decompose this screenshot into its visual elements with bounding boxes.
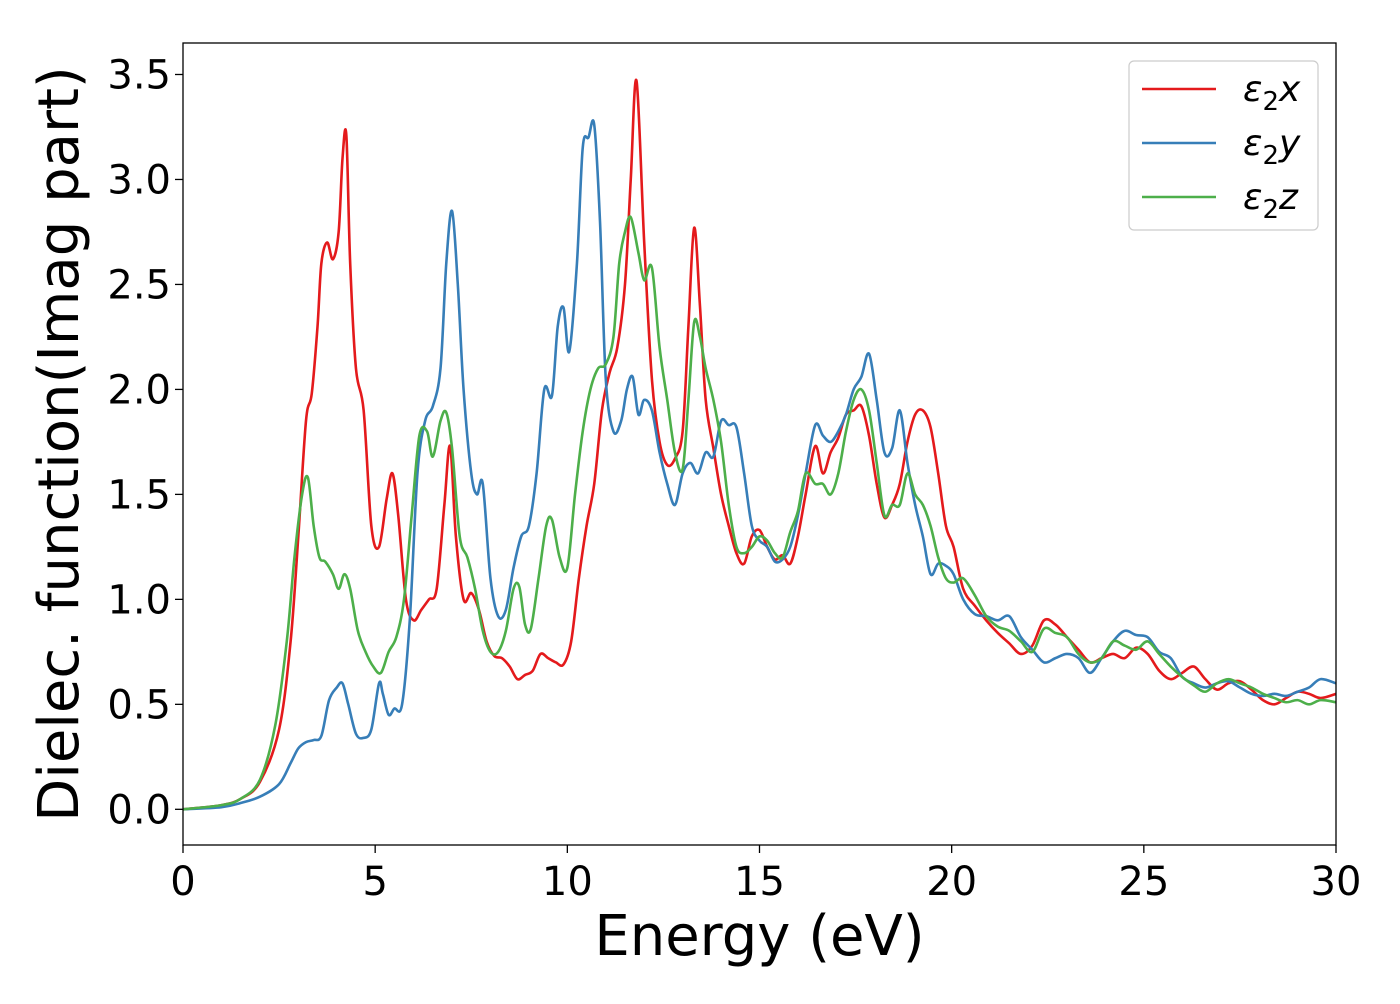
- y-tick-label: 1.0: [107, 577, 171, 623]
- x-tick-label: 0: [170, 859, 195, 905]
- legend: ε2x ε2y ε2z: [1128, 60, 1319, 231]
- x-tick-label: 20: [926, 859, 977, 905]
- series-line-z: [183, 215, 1336, 811]
- plot-frame: [182, 42, 1337, 846]
- y-tick-label: 2.5: [107, 262, 171, 308]
- x-tick-label: 15: [734, 859, 785, 905]
- legend-label-z: ε2z: [1243, 177, 1299, 225]
- series-line-y: [183, 119, 1336, 811]
- y-tick-label: 0.0: [107, 787, 171, 833]
- legend-label-x: ε2x: [1243, 69, 1301, 117]
- y-tick-label: 3.5: [107, 52, 171, 98]
- x-axis-label: Energy (eV): [594, 904, 924, 969]
- lines-layer: [183, 78, 1336, 811]
- axes-layer: 0 5 10 15 20 25 30 0.0 0.5 1.0 1.5 2.0 2.5 3.0 3.5: [107, 52, 1361, 905]
- x-tick-label: 5: [362, 859, 387, 905]
- y-axis-label: Dielec. function(Imag part): [27, 66, 92, 822]
- x-tick-label: 10: [542, 859, 593, 905]
- y-tick-label: 3.0: [107, 157, 171, 203]
- y-tick-label: 2.0: [107, 367, 171, 413]
- legend-box: [1128, 60, 1319, 231]
- x-tick-label: 30: [1311, 859, 1362, 905]
- x-tick-label: 25: [1118, 859, 1169, 905]
- y-tick-label: 0.5: [107, 682, 171, 728]
- y-tick-label: 1.5: [107, 472, 171, 518]
- legend-label-y: ε2y: [1243, 123, 1301, 171]
